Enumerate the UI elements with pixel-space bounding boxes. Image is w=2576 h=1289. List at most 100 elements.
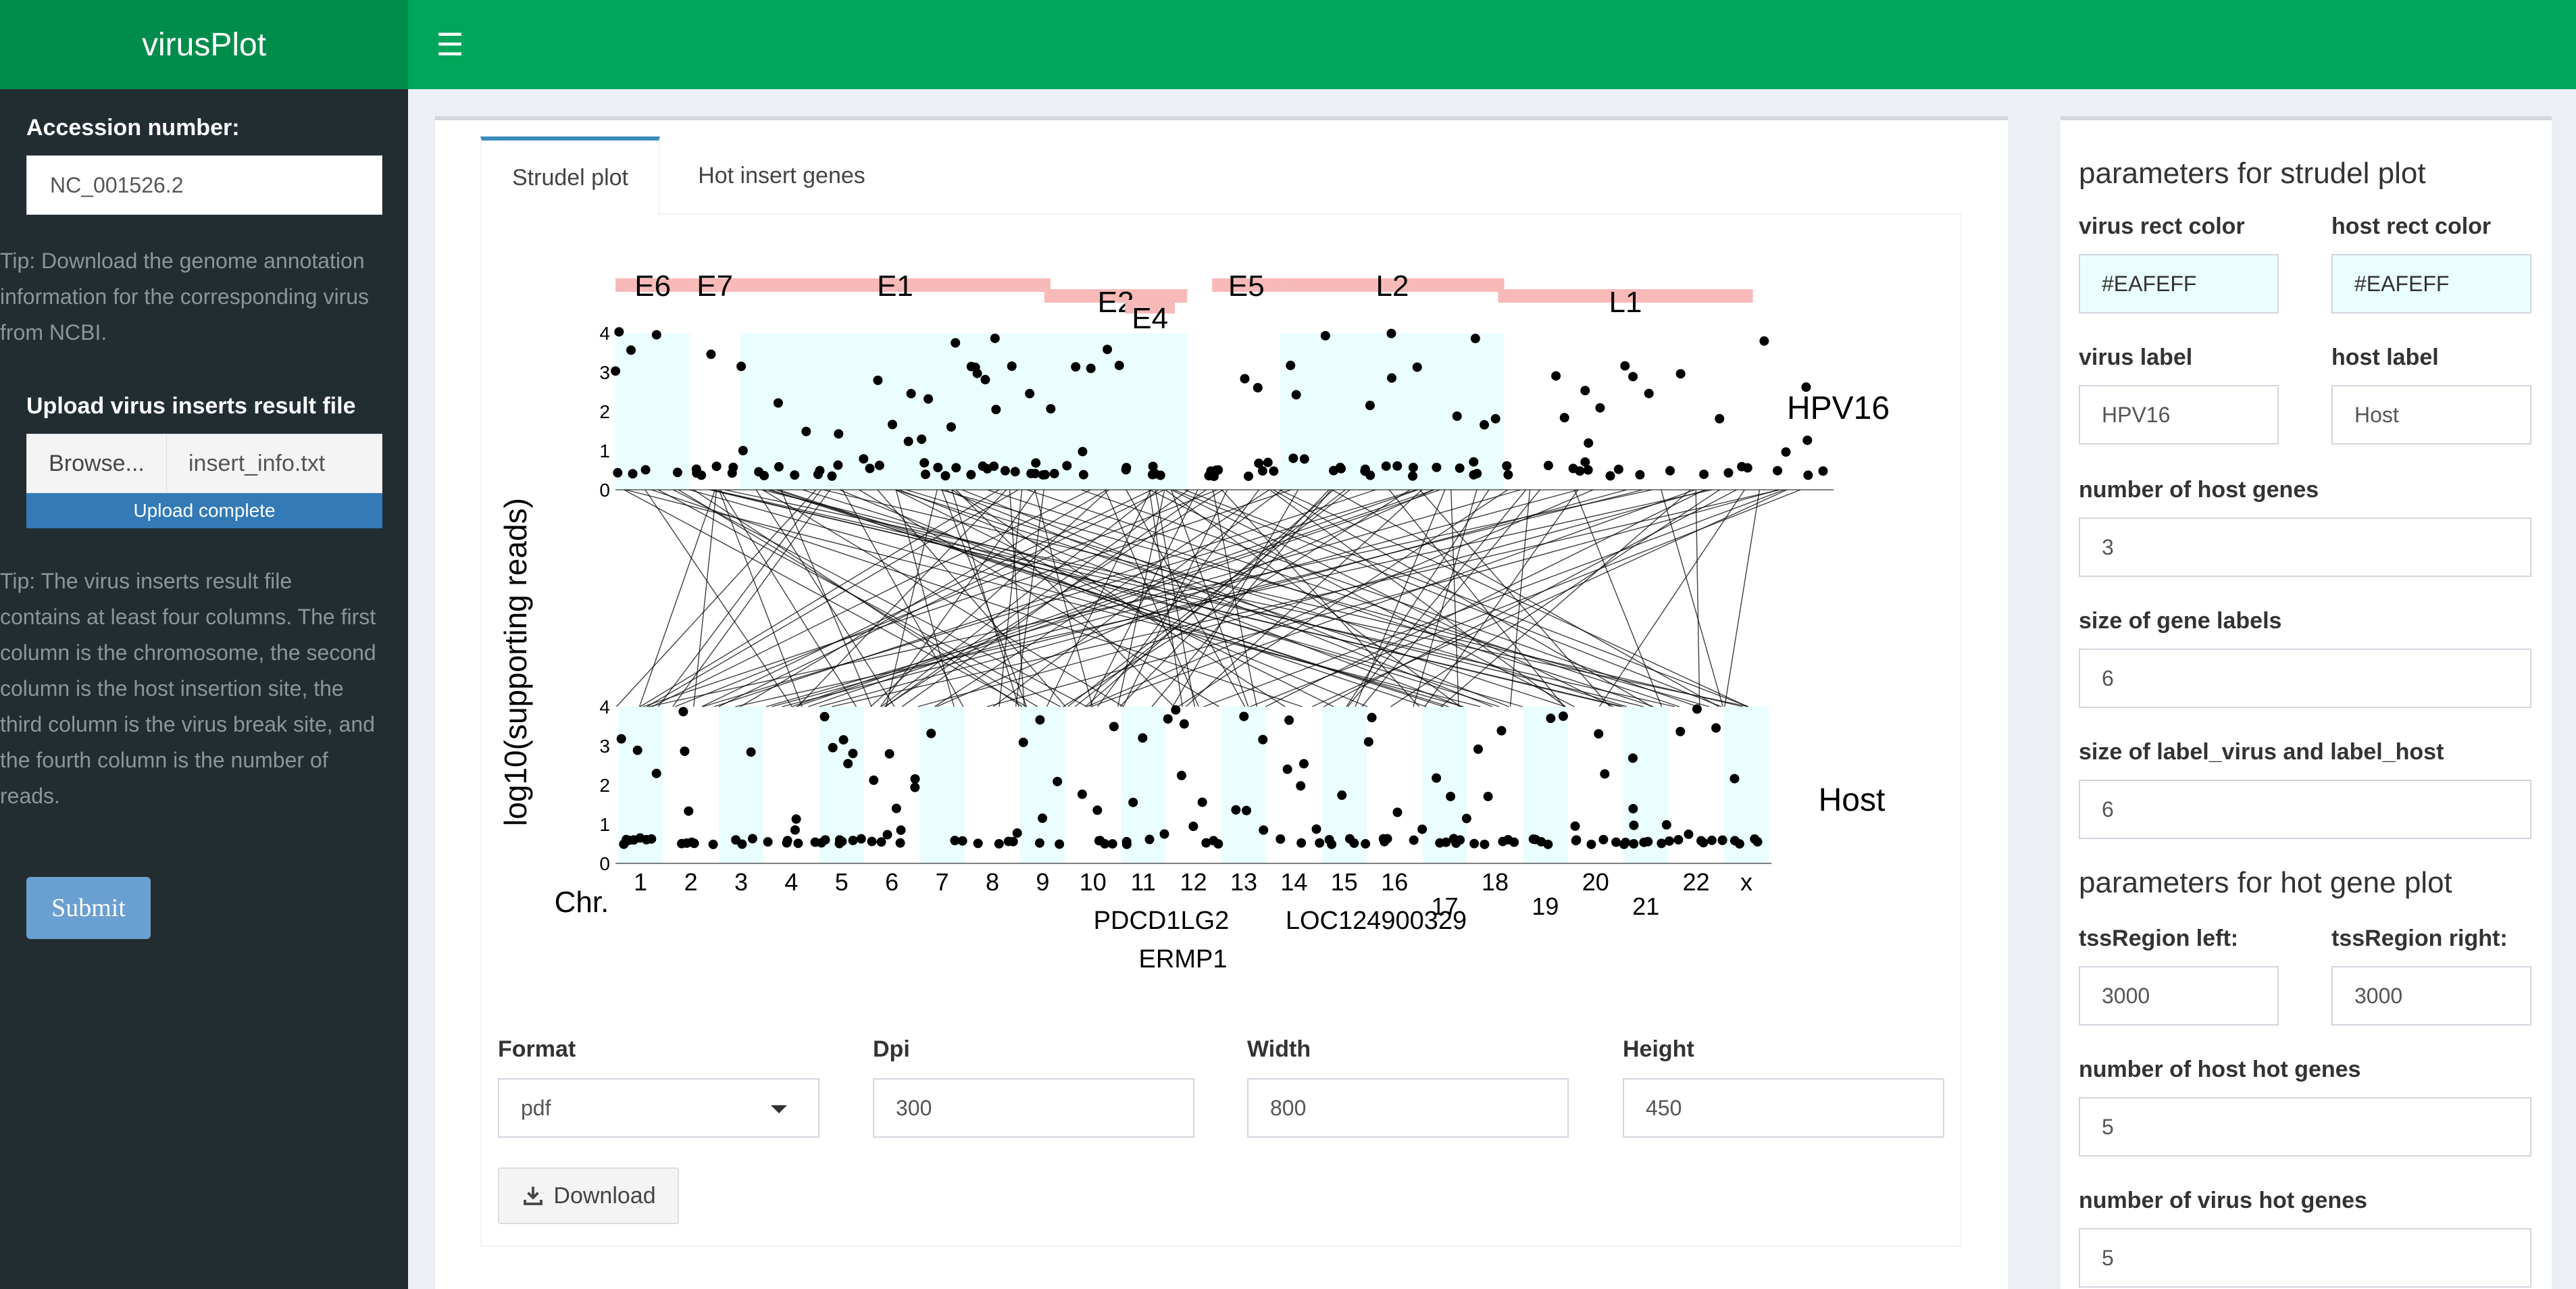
download-button[interactable]: Download	[498, 1167, 679, 1224]
num-virus-hot-input[interactable]: 5	[2079, 1228, 2531, 1288]
insertion-link	[776, 489, 1427, 707]
host-data-point	[876, 837, 886, 847]
host-data-point	[1392, 807, 1403, 817]
tab-strudel-plot[interactable]: Strudel plot	[480, 136, 660, 215]
tss-left-label: tssRegion left:	[2079, 926, 2239, 951]
accession-input[interactable]: NC_001526.2	[26, 155, 382, 215]
menu-icon[interactable]: ☰	[436, 27, 464, 62]
host-data-point	[1594, 729, 1604, 739]
virus-gene-bar	[1044, 289, 1188, 303]
tip-line: third column is the virus break site, an…	[0, 712, 375, 736]
virus-gene-bar	[1212, 278, 1281, 292]
tip-line: column is the chromosome, the second	[0, 640, 376, 665]
host-data-point	[1095, 836, 1105, 846]
tss-left-input[interactable]: 3000	[2079, 966, 2279, 1026]
insertion-link	[1509, 489, 1531, 707]
chromosome-label: 3	[734, 868, 748, 896]
submit-button[interactable]: Submit	[26, 877, 151, 939]
virus-data-point	[978, 461, 988, 472]
download-icon	[524, 1186, 543, 1205]
chromosome-label: 12	[1180, 868, 1207, 896]
host-data-point	[1034, 838, 1044, 848]
label-size-input[interactable]: 6	[2079, 780, 2531, 839]
app-logo[interactable]: virusPlot	[0, 0, 408, 89]
virus-data-point	[626, 345, 636, 355]
host-data-point	[848, 749, 858, 759]
chromosome-label: 17	[1432, 892, 1459, 920]
virus-data-point	[1644, 388, 1654, 399]
virus-y-tick-label: 3	[599, 362, 610, 383]
insertion-link	[885, 489, 1190, 707]
file-input-group[interactable]: Browse... insert_info.txt	[26, 434, 382, 493]
insertion-link	[1165, 489, 1461, 707]
browse-button[interactable]: Browse...	[26, 434, 167, 493]
download-label: Download	[553, 1182, 656, 1209]
tss-right-input[interactable]: 3000	[2331, 966, 2531, 1026]
insertion-link	[999, 489, 1023, 707]
num-host-hot-input[interactable]: 5	[2079, 1097, 2531, 1157]
insertion-link	[1086, 489, 1594, 707]
height-input[interactable]: 450	[1623, 1078, 1944, 1138]
virus-data-point	[1121, 465, 1131, 475]
host-data-point	[1673, 835, 1684, 845]
host-data-point	[1461, 813, 1471, 824]
virus-data-point	[966, 361, 976, 372]
virus-rect-color-input[interactable]: #EAFEFF	[2079, 254, 2279, 313]
insertion-link	[638, 489, 716, 707]
host-data-point	[678, 707, 688, 717]
host-data-point	[1239, 711, 1249, 722]
insertion-link	[645, 489, 793, 707]
insertion-link	[1046, 489, 1152, 707]
virus-data-point	[859, 454, 869, 464]
host-data-point	[1643, 836, 1653, 846]
format-select[interactable]: pdf	[498, 1078, 819, 1138]
virus-data-point	[773, 398, 783, 408]
chromosome-label: 5	[835, 868, 849, 896]
insertion-link	[1034, 489, 1093, 707]
virus-data-point	[920, 470, 930, 480]
virus-data-point	[1455, 463, 1465, 473]
width-input[interactable]: 800	[1247, 1078, 1569, 1138]
virus-data-point	[754, 467, 764, 477]
insertion-link	[1097, 489, 1259, 707]
gene-label-size-input[interactable]: 6	[2079, 649, 2531, 708]
insertion-link	[701, 489, 1153, 707]
virus-label-input[interactable]: HPV16	[2079, 385, 2279, 445]
host-rect-color-input[interactable]: #EAFEFF	[2331, 254, 2531, 313]
virus-data-point	[887, 420, 897, 430]
insertion-link	[1355, 489, 1446, 707]
num-host-genes-input[interactable]: 3	[2079, 517, 2531, 577]
host-data-point	[1188, 822, 1198, 832]
gene-label-size-label: size of gene labels	[2079, 608, 2282, 634]
host-data-point	[1363, 737, 1373, 747]
host-data-point	[1619, 839, 1629, 849]
insertion-link	[797, 489, 1007, 707]
virus-data-point	[1078, 470, 1088, 480]
num-host-genes-label: number of host genes	[2079, 477, 2319, 503]
virus-data-point	[980, 374, 990, 384]
insertion-link	[880, 489, 1036, 707]
virus-data-point	[774, 462, 784, 472]
virus-data-point	[736, 361, 747, 372]
tip-line: reads.	[0, 784, 60, 808]
tip-line: from NCBI.	[0, 320, 107, 345]
virus-data-point	[1781, 447, 1791, 457]
virus-data-point	[1288, 453, 1298, 463]
virus-data-point	[1387, 373, 1397, 383]
host-data-point	[1367, 713, 1377, 723]
insertion-link	[735, 489, 1713, 707]
host-data-point	[838, 735, 849, 745]
insertion-link	[719, 489, 857, 707]
insertion-link	[647, 489, 1019, 707]
insertion-link	[1279, 489, 1748, 707]
virus-data-point	[1147, 470, 1157, 480]
insertion-link	[1273, 489, 1652, 707]
virus-data-point	[1715, 413, 1725, 424]
host-label-input[interactable]: Host	[2331, 385, 2531, 445]
host-y-tick-label: 1	[599, 814, 610, 835]
tss-right-label: tssRegion right:	[2331, 926, 2508, 951]
tab-hot-insert-genes[interactable]: Hot insert genes	[698, 162, 865, 188]
virus-data-point	[1038, 470, 1048, 480]
virus-data-point	[1635, 470, 1645, 480]
dpi-input[interactable]: 300	[873, 1078, 1194, 1138]
